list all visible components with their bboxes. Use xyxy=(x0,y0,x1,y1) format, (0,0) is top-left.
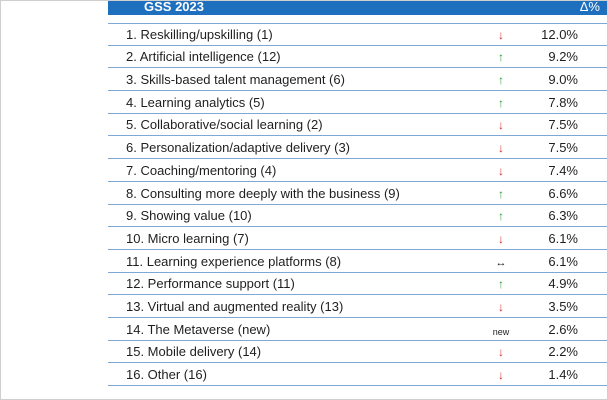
row-label: 11. Learning experience platforms (8) xyxy=(126,253,342,269)
row-label: 8. Consulting more deeply with the busin… xyxy=(126,185,400,201)
row-value: 4.9% xyxy=(548,276,578,292)
row-label: 5. Collaborative/social learning (2) xyxy=(126,117,323,133)
header-title: GSS 2023 xyxy=(144,0,204,14)
row-label: 15. Mobile delivery (14) xyxy=(126,344,262,360)
row-value: 7.5% xyxy=(548,117,578,133)
row-value: 3.5% xyxy=(548,298,578,314)
trend-up-icon: ↑ xyxy=(498,186,504,201)
table-row: 10. Micro learning (7) 6.1% ↓ xyxy=(108,227,607,250)
row-value: 7.5% xyxy=(548,140,578,156)
row-label: 4. Learning analytics (5) xyxy=(126,94,265,110)
row-label: 6. Personalization/adaptive delivery (3) xyxy=(126,140,351,156)
table-row: 15. Mobile delivery (14) 2.2% ↓ xyxy=(108,341,607,364)
row-value: 6.6% xyxy=(548,185,578,201)
trend-up-icon: ↑ xyxy=(498,209,504,224)
table-header: GSS 2023 Δ% xyxy=(108,0,607,15)
table-row: 16. Other (16) 1.4% ↓ xyxy=(108,363,607,386)
row-label: 16. Other (16) xyxy=(126,367,207,382)
row-label: 10. Micro learning (7) xyxy=(126,230,249,246)
trend-down-icon: ↓ xyxy=(498,299,504,314)
trend-down-icon: ↓ xyxy=(498,118,504,133)
ranking-table: GSS 2023 Δ% 1. Reskilling/upskilling (1)… xyxy=(108,0,607,386)
row-label: 1. Reskilling/upskilling (1) xyxy=(126,26,273,42)
trend-down-icon: ↓ xyxy=(498,163,504,178)
table-row: 1. Reskilling/upskilling (1) 12.0% ↓ xyxy=(108,23,607,46)
table-row: 13. Virtual and augmented reality (13) 3.… xyxy=(108,295,607,318)
trend-up-icon: ↑ xyxy=(498,277,504,292)
row-value: 2.6% xyxy=(548,321,578,337)
table-row: 8. Consulting more deeply with the busin… xyxy=(108,182,607,205)
row-value: 6.1% xyxy=(548,230,578,246)
row-value: 1.4% xyxy=(548,367,578,382)
table-row: 7. Coaching/mentoring (4) 7.4% ↓ xyxy=(108,159,607,182)
trend-down-icon: ↓ xyxy=(498,345,504,360)
row-value: 6.1% xyxy=(548,253,578,269)
trend-down-icon: ↓ xyxy=(498,27,504,42)
table-row: 12. Performance support (11) 4.9% ↑ xyxy=(108,273,607,296)
row-value: 6.3% xyxy=(548,208,578,224)
row-label: 3. Skills-based talent management (6) xyxy=(126,72,345,88)
trend-up-icon: ↑ xyxy=(498,50,504,65)
table-row: 3. Skills-based talent management (6) 9.0… xyxy=(108,68,607,92)
new-badge: new xyxy=(492,326,510,337)
row-label: 14. The Metaverse (new) xyxy=(126,321,271,337)
row-value: 7.4% xyxy=(548,162,578,178)
row-label: 9. Showing value (10) xyxy=(126,208,252,224)
trend-up-icon: ↑ xyxy=(498,95,504,110)
row-label: 7. Coaching/mentoring (4) xyxy=(126,162,277,178)
table-row: 14. The Metaverse (new) 2.6% new xyxy=(108,318,607,341)
table-row: 4. Learning analytics (5) 7.8% ↑ xyxy=(108,91,607,114)
table-row: 5. Collaborative/social learning (2) 7.5%… xyxy=(108,114,607,137)
row-value: 7.8% xyxy=(548,94,578,110)
table-row: 6. Personalization/adaptive delivery (3)… xyxy=(108,136,607,160)
table-row: 9. Showing value (10) 6.3% ↑ xyxy=(108,205,607,228)
trend-down-icon: ↓ xyxy=(498,368,504,382)
trend-same-icon: ↔ xyxy=(495,256,507,269)
trend-up-icon: ↑ xyxy=(498,73,504,88)
header-delta-label: Δ% xyxy=(579,0,600,14)
row-value: 9.2% xyxy=(548,49,578,65)
trend-down-icon: ↓ xyxy=(498,141,504,156)
table-row: 2. Artificial intelligence (12) 9.2% ↑ xyxy=(108,46,607,69)
row-value: 12.0% xyxy=(541,26,578,42)
row-label: 13. Virtual and augmented reality (13) xyxy=(126,298,344,314)
row-value: 2.2% xyxy=(548,344,578,360)
row-value: 9.0% xyxy=(548,72,578,88)
table-body: 1. Reskilling/upskilling (1) 12.0% ↓ 2. Art… xyxy=(108,23,607,386)
table-row: 11. Learning experience platforms (8) 6.1… xyxy=(108,250,607,273)
row-label: 12. Performance support (11) xyxy=(126,276,295,292)
row-label: 2. Artificial intelligence (12) xyxy=(126,49,281,65)
trend-down-icon: ↓ xyxy=(498,231,504,246)
